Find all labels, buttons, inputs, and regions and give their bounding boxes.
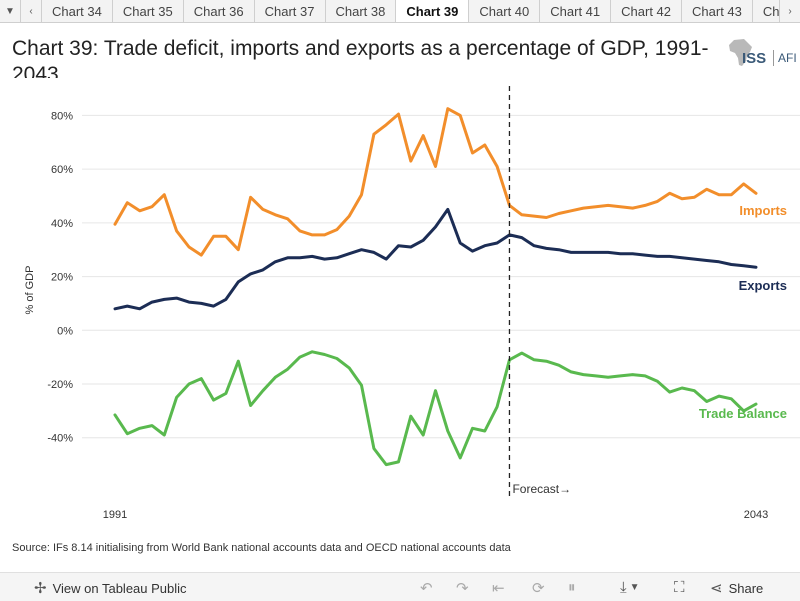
source-note: Source: IFs 8.14 initialising from World… <box>12 542 511 554</box>
africa-map-icon <box>729 39 752 66</box>
imports-series-label: Imports <box>739 203 787 218</box>
exports-series-label: Exports <box>739 278 787 293</box>
y-tick-label: 0% <box>57 325 73 337</box>
tab-chart-36[interactable]: Chart 36 <box>184 0 255 22</box>
redo-icon: ↷ <box>456 580 469 597</box>
tab-chart-38[interactable]: Chart 38 <box>326 0 397 22</box>
tab-chart-35[interactable]: Chart 35 <box>113 0 184 22</box>
sheet-tabs: Chart 34 Chart 35 Chart 36 Chart 37 Chart 38… <box>42 0 779 22</box>
undo-icon: ↶ <box>420 580 433 597</box>
redo-button[interactable]: ↷ <box>456 579 469 597</box>
tab-scroll-left-icon[interactable]: ‹ <box>21 0 42 22</box>
y-tick-label: 80% <box>51 110 73 122</box>
tableau-plus-icon: ✢ <box>34 580 47 597</box>
revert-icon: ⇤ <box>492 580 505 597</box>
exports-line <box>113 207 758 311</box>
y-tick-label: 20% <box>51 272 73 284</box>
series-labels: Imports Exports Trade Balance <box>699 203 787 421</box>
refresh-icon: ⟳ <box>532 580 545 597</box>
tableau-toolbar: ✢ View on Tableau Public ↶ ↷ ⇤ ⟳ ⏸ ⤓ ▼ ⛶… <box>0 572 800 601</box>
logo-afi-text: AFI <box>778 51 797 65</box>
tab-chart-37[interactable]: Chart 37 <box>255 0 326 22</box>
fullscreen-icon: ⛶ <box>674 579 685 596</box>
sheet-tab-bar: ▼ ‹ Chart 34 Chart 35 Chart 36 Chart 37 Char… <box>0 0 800 23</box>
y-tick-label: -40% <box>47 433 73 445</box>
x-axis-start-label: 1991 <box>103 509 127 521</box>
trade-chart: 80% 60% 40% 20% 0% -20% -40% % of GDP Forecast… <box>24 86 800 521</box>
view-on-tableau-label: View on Tableau Public <box>52 580 187 596</box>
fullscreen-button[interactable]: ⛶ <box>674 579 685 596</box>
share-button[interactable]: ⋖ Share <box>710 579 763 597</box>
imports-line <box>113 107 758 257</box>
share-label: Share <box>728 580 764 596</box>
tab-chart-40[interactable]: Chart 40 <box>469 0 541 22</box>
undo-button[interactable]: ↶ <box>420 579 433 597</box>
chevron-down-icon: ▼ <box>629 582 640 593</box>
y-tick-label: -20% <box>47 379 73 391</box>
revert-button[interactable]: ⇤ <box>492 579 505 597</box>
tab-char[interactable]: Char <box>753 0 779 22</box>
share-icon: ⋖ <box>710 580 723 597</box>
tab-chart-43[interactable]: Chart 43 <box>682 0 753 22</box>
pause-button[interactable]: ⏸ <box>568 579 576 596</box>
tab-chart-39[interactable]: Chart 39 <box>396 0 470 22</box>
forecast-label: Forecast→ <box>512 482 571 496</box>
iss-africa-logo: ISS AFI <box>728 38 800 74</box>
logo-iss-text: ISS <box>742 50 767 67</box>
y-tick-label: 60% <box>51 164 73 176</box>
y-axis-ticks: 80% 60% 40% 20% 0% -20% -40% <box>47 110 73 444</box>
tab-chart-41[interactable]: Chart 41 <box>540 0 612 22</box>
trade-balance-line <box>113 350 758 467</box>
gridlines <box>82 114 800 439</box>
logo-divider <box>773 50 774 66</box>
tab-menu-dropdown-icon[interactable]: ▼ <box>0 0 21 22</box>
pause-icon: ⏸ <box>568 579 576 596</box>
view-on-tableau-public-link[interactable]: ✢ View on Tableau Public <box>34 579 187 597</box>
series-lines <box>113 107 758 467</box>
y-axis-label: % of GDP <box>24 266 36 315</box>
tab-chart-34[interactable]: Chart 34 <box>42 0 113 22</box>
x-axis-end-label: 2043 <box>744 509 768 521</box>
tab-chart-42[interactable]: Chart 42 <box>611 0 683 22</box>
trade-balance-series-label: Trade Balance <box>699 406 787 421</box>
y-tick-label: 40% <box>51 218 73 230</box>
refresh-button[interactable]: ⟳ <box>532 579 545 597</box>
tab-scroll-right-icon[interactable]: › <box>779 0 800 22</box>
chart-title: Chart 39: Trade deficit, imports and exp… <box>12 37 709 78</box>
download-icon: ⤓ <box>620 579 627 596</box>
download-button[interactable]: ⤓ ▼ <box>620 579 640 596</box>
